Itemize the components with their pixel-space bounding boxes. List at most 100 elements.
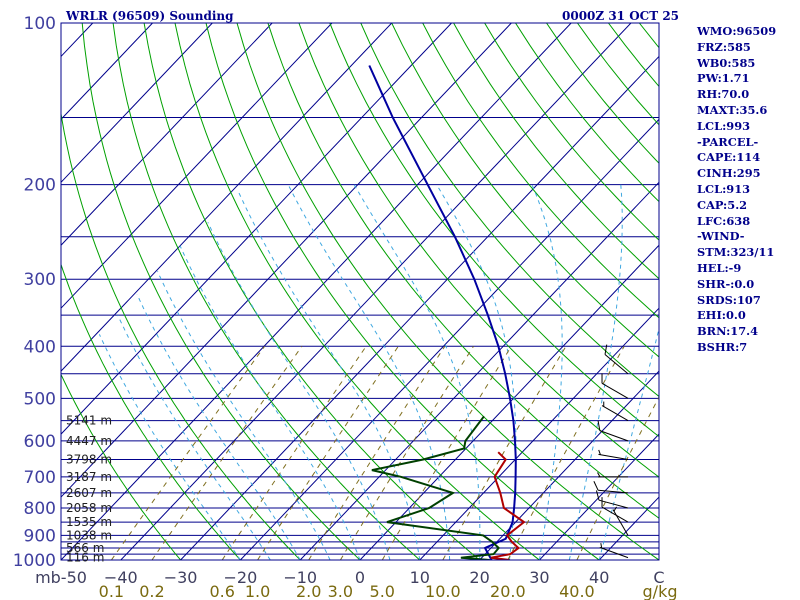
pressure-tick-label: 900 — [24, 526, 56, 546]
barb-staff — [604, 354, 629, 375]
barb-staff — [601, 382, 629, 399]
isotherm — [539, 433, 659, 560]
wind-barb — [601, 401, 629, 422]
index-line: CAP:5.2 — [697, 197, 748, 212]
index-line: CAPE:114 — [697, 150, 761, 165]
isotherm — [479, 370, 659, 560]
barb-flag — [593, 481, 599, 491]
index-line: BRN:17.4 — [697, 324, 759, 339]
moist-adiabat — [207, 222, 391, 560]
mixing-ratio-line — [221, 346, 367, 560]
height-label: 1038 m — [66, 528, 112, 542]
dry-adiabat — [205, 23, 601, 560]
mixing-ratio-tick-label: 3.0 — [328, 582, 353, 600]
wind-barb — [601, 497, 629, 523]
mixing-ratio-tick-label: 1.0 — [245, 582, 270, 600]
index-line: WB0:585 — [697, 55, 756, 70]
mixing-ratio-line — [151, 346, 303, 560]
pressure-tick-label: 200 — [24, 176, 56, 196]
isotherm — [61, 23, 512, 498]
height-label: 5141 m — [66, 414, 112, 428]
isotherm — [359, 244, 659, 560]
temperature-tick-label: −20 — [224, 568, 258, 587]
mixing-ratio-tick-label: 0.6 — [209, 582, 234, 600]
pressure-tick-label: 100 — [24, 14, 56, 34]
height-label: 116 m — [66, 551, 104, 565]
isotherm — [61, 23, 273, 246]
pressure-tick-label: 400 — [24, 337, 56, 357]
isotherm — [299, 181, 659, 560]
height-label: 2058 m — [66, 501, 112, 515]
barb-flag — [597, 420, 601, 431]
wind-barb — [599, 543, 629, 559]
index-line: CINH:295 — [697, 166, 761, 181]
temperature-tick-label: 40 — [589, 568, 609, 587]
wind-barb — [595, 490, 629, 509]
plot-area — [61, 23, 659, 560]
barb-staff — [598, 489, 629, 494]
moist-adiabat — [179, 245, 361, 560]
index-line: BSHR:7 — [697, 339, 748, 354]
moist-adiabat — [98, 334, 241, 560]
moist-adiabat — [531, 184, 563, 560]
dry-adiabat — [81, 23, 361, 560]
isotherm — [61, 23, 153, 121]
mixing-ratio-line — [507, 346, 625, 560]
index-line: HEL:-9 — [697, 260, 742, 275]
moist-adiabat — [353, 184, 481, 560]
moist-adiabat — [287, 184, 451, 560]
index-line: WMO:96509 — [697, 24, 777, 38]
barb-staff — [601, 506, 629, 523]
isotherm — [61, 23, 213, 184]
index-line: -PARCEL- — [697, 134, 759, 149]
index-line: STM:323/11 — [697, 245, 775, 260]
wind-barb — [593, 481, 629, 494]
height-label: 2607 m — [66, 486, 112, 500]
dry-adiabat — [236, 23, 659, 560]
dry-adiabat — [329, 23, 659, 438]
temperature-tick-label: 20 — [469, 568, 489, 587]
pressure-tick-label: 800 — [24, 499, 56, 519]
barb-staff — [598, 453, 629, 461]
grid-layer — [61, 23, 659, 560]
barb-half-flag — [597, 472, 601, 478]
barb-half-flag — [613, 506, 617, 512]
dry-adiabat — [112, 23, 421, 560]
dry-adiabat — [360, 23, 659, 398]
mixing-ratio-line — [257, 346, 399, 560]
temperature-line — [490, 451, 526, 560]
index-line: RH:70.0 — [697, 87, 750, 102]
barb-half-flag — [598, 449, 601, 455]
profiles-layer — [368, 65, 526, 560]
index-line: MAXT:35.6 — [697, 102, 768, 117]
isotherm — [61, 23, 572, 560]
wind-barbs-layer — [593, 344, 629, 559]
isotherm — [61, 23, 452, 435]
barb-flag — [595, 490, 600, 501]
dry-adiabat — [61, 263, 242, 560]
mixing-ratio-unit-label: g/kg — [643, 582, 678, 600]
dry-adiabat — [61, 373, 182, 560]
mixing-ratio-tick-label: 5.0 — [370, 582, 395, 600]
station-title: WRLR (96509) Sounding — [66, 9, 234, 23]
mixing-ratio-tick-label: 2.0 — [296, 582, 321, 600]
height-label: 566 m — [66, 541, 104, 555]
temperature-tick-label: −30 — [164, 568, 198, 587]
dry-adiabat — [267, 23, 659, 519]
wind-barb — [597, 472, 628, 478]
barb-staff — [612, 509, 629, 536]
mixing-ratio-tick-label: 0.1 — [99, 582, 124, 600]
index-line: EHI:0.0 — [697, 308, 746, 323]
pressure-tick-label: 1000 — [13, 551, 56, 571]
index-line: SRDS:107 — [697, 292, 761, 307]
wind-barb — [598, 449, 629, 461]
moist-adiabat — [568, 184, 623, 560]
index-line: -WIND- — [697, 229, 745, 244]
barb-flag — [604, 344, 608, 355]
isotherm — [419, 307, 659, 560]
barb-staff — [601, 405, 629, 422]
temperature-tick-label: 10 — [410, 568, 430, 587]
